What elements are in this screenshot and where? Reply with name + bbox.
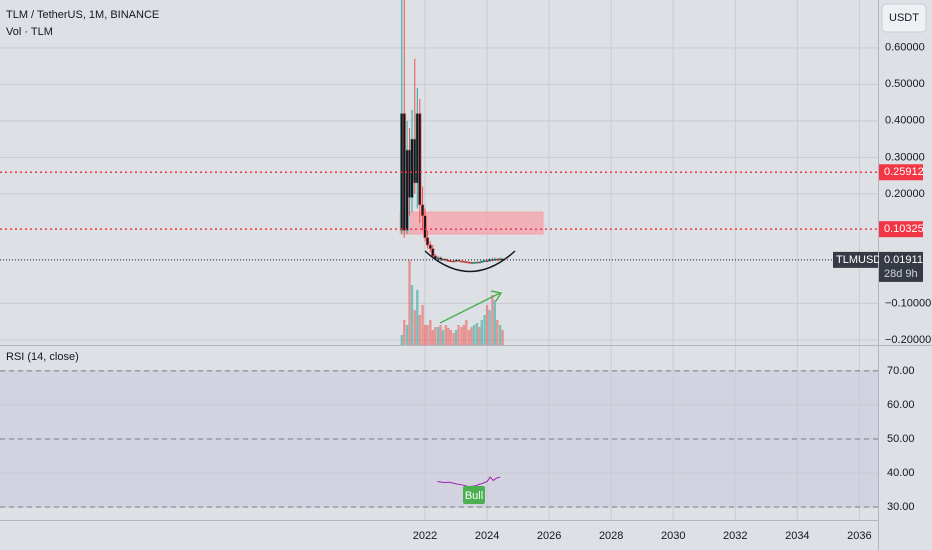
volume-bar: [403, 320, 406, 345]
y-tick-label: 50.00: [887, 433, 915, 445]
volume-bar: [436, 327, 440, 345]
y-tick-label: −0.10000: [885, 297, 931, 309]
symbol-label: TLMUSDT: [836, 254, 888, 266]
y-tick-label: 0.30000: [885, 151, 925, 163]
volume-bar: [413, 310, 417, 345]
volume-bar: [405, 325, 409, 345]
volume-bar: [493, 300, 497, 345]
candle-body: [420, 204, 425, 217]
y-tick-label: 70.00: [887, 365, 915, 377]
volume-bar: [457, 325, 460, 345]
volume-bar: [449, 330, 452, 345]
volume-bar: [418, 315, 421, 345]
x-tick-label: 2034: [785, 530, 809, 542]
x-tick-label: 2028: [599, 530, 623, 542]
volume-bar: [488, 310, 491, 345]
volume-bar: [444, 325, 448, 345]
y-tick-label: 0.50000: [885, 78, 925, 90]
volume-arrow: [439, 290, 503, 324]
candle-body: [418, 113, 422, 206]
rounding-bottom-arc: [424, 250, 516, 273]
level-label: 0.10325: [884, 223, 924, 235]
volume-bar: [429, 320, 432, 345]
x-tick-label: 2032: [723, 530, 747, 542]
volume-bar: [410, 285, 414, 345]
countdown: 28d 9h: [884, 268, 918, 280]
y-tick-label: 0.60000: [885, 42, 925, 54]
candle-body: [464, 261, 468, 264]
bull-label: Bull: [465, 490, 483, 502]
level-tag: [879, 164, 923, 181]
volume-title: Vol · TLM: [6, 26, 53, 38]
x-tick-label: 2024: [475, 530, 499, 542]
volume-bar: [452, 333, 455, 345]
last-price-tag: [879, 251, 923, 282]
currency-button[interactable]: [881, 3, 927, 33]
candle-body: [441, 258, 445, 261]
rsi-title: RSI (14, close): [6, 351, 79, 363]
volume-bar: [501, 330, 504, 345]
rsi-line: [437, 476, 501, 488]
rsi-pane: [0, 346, 878, 520]
volume-bar: [480, 320, 484, 345]
symbol-tag: [833, 251, 878, 268]
x-tick-label: 2036: [847, 530, 871, 542]
last-price-label: 0.01911: [884, 254, 923, 266]
price-pane: [0, 0, 878, 345]
volume-bar: [470, 327, 473, 345]
volume-bar: [447, 328, 450, 345]
y-tick-label: 40.00: [887, 467, 915, 479]
volume-bar: [439, 325, 442, 345]
bull-label-box: [463, 486, 485, 504]
volume-bar: [423, 325, 427, 345]
volume-bar: [465, 320, 468, 345]
volume-bar: [441, 330, 445, 345]
y-tick-label: 0.40000: [885, 115, 925, 127]
volume-bar: [426, 325, 429, 345]
volume-bar: [491, 295, 494, 345]
candle-body: [425, 237, 430, 246]
volume-bar: [460, 327, 463, 345]
candle-body: [449, 260, 453, 262]
level-label: 0.25912: [884, 166, 924, 178]
volume-bar: [421, 305, 424, 345]
x-tick-label: 2022: [413, 530, 437, 542]
y-tick-label: 60.00: [887, 399, 915, 411]
level-tag: [879, 221, 923, 238]
candle-body: [472, 262, 476, 264]
volume-bar: [434, 327, 437, 345]
candle-body: [410, 138, 414, 198]
candle-body: [480, 261, 484, 263]
candle-body: [423, 215, 427, 238]
x-tick-label: 2030: [661, 530, 685, 542]
x-tick-label: 2026: [537, 530, 561, 542]
volume-bar: [485, 305, 489, 345]
volume-bar: [454, 330, 458, 345]
volume-bar: [496, 320, 499, 345]
chart-title: TLM / TetherUS, 1M, BINANCE: [6, 9, 159, 21]
volume-bar: [400, 335, 403, 345]
y-tick-label: −0.20000: [885, 334, 931, 346]
y-tick-label: 30.00: [887, 501, 915, 513]
volume-bar: [483, 315, 486, 345]
candle-body: [431, 248, 435, 257]
volume-bar: [472, 325, 476, 345]
volume-bar: [462, 325, 466, 345]
currency[interactable]: USDT: [889, 12, 919, 24]
volume-bar: [431, 330, 434, 345]
volume-bar: [498, 325, 502, 345]
y-tick-label: 0.20000: [885, 188, 925, 200]
volume-bar: [408, 260, 411, 345]
candle-body: [456, 260, 461, 262]
volume-bar: [416, 290, 419, 345]
volume-bar: [467, 330, 471, 345]
candle-body: [428, 244, 432, 249]
candle-body: [438, 257, 443, 260]
volume-bar: [475, 323, 479, 345]
volume-bar: [478, 327, 481, 345]
